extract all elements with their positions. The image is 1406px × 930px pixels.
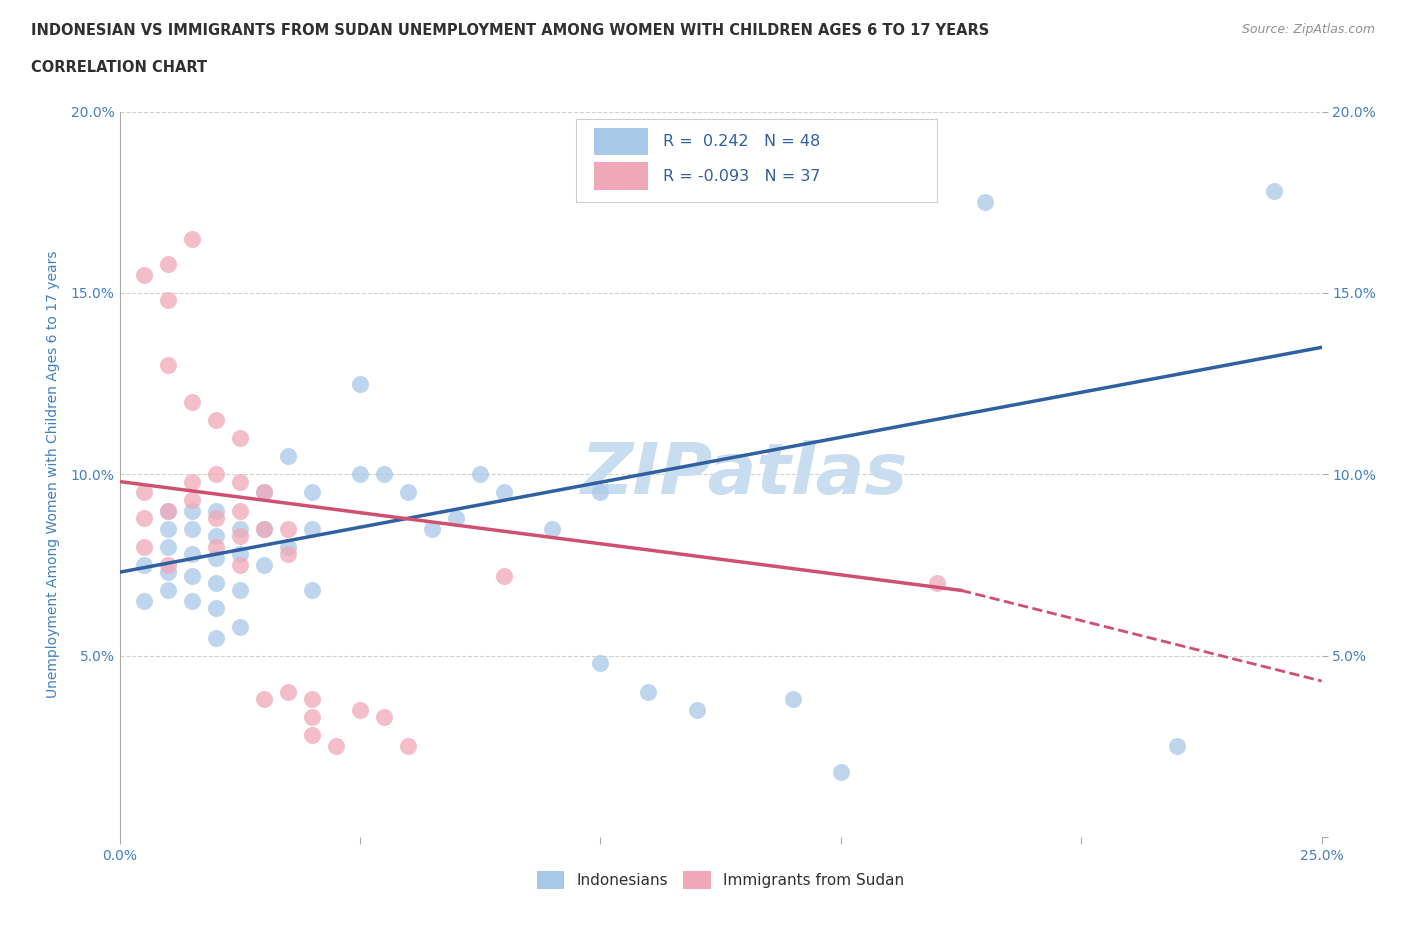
Point — [444, 511, 467, 525]
Point — [204, 631, 226, 645]
Point — [277, 449, 299, 464]
Point — [277, 539, 299, 554]
Point — [253, 521, 276, 536]
Point — [1166, 738, 1188, 753]
Text: R = -0.093   N = 37: R = -0.093 N = 37 — [662, 168, 820, 183]
Point — [204, 511, 226, 525]
Point — [301, 583, 323, 598]
Point — [253, 485, 276, 500]
Point — [301, 728, 323, 743]
Point — [132, 268, 155, 283]
Point — [204, 601, 226, 616]
Point — [204, 467, 226, 482]
Point — [301, 521, 323, 536]
Text: INDONESIAN VS IMMIGRANTS FROM SUDAN UNEMPLOYMENT AMONG WOMEN WITH CHILDREN AGES : INDONESIAN VS IMMIGRANTS FROM SUDAN UNEM… — [31, 23, 990, 38]
Point — [180, 547, 202, 562]
Text: Source: ZipAtlas.com: Source: ZipAtlas.com — [1241, 23, 1375, 36]
Point — [228, 474, 252, 489]
Point — [589, 656, 612, 671]
Point — [204, 539, 226, 554]
Point — [277, 521, 299, 536]
Point — [180, 474, 202, 489]
Point — [253, 692, 276, 707]
Point — [349, 703, 371, 718]
Point — [132, 594, 155, 609]
Bar — [595, 163, 648, 190]
Point — [132, 539, 155, 554]
Point — [494, 485, 516, 500]
Point — [180, 594, 202, 609]
Point — [156, 521, 179, 536]
Point — [277, 547, 299, 562]
Point — [156, 558, 179, 573]
Point — [228, 503, 252, 518]
Point — [541, 521, 564, 536]
Point — [782, 692, 804, 707]
Point — [180, 568, 202, 583]
Point — [396, 485, 419, 500]
Point — [277, 684, 299, 699]
Point — [253, 521, 276, 536]
Point — [830, 764, 852, 779]
Point — [156, 503, 179, 518]
Bar — [595, 127, 648, 155]
Text: R =  0.242   N = 48: R = 0.242 N = 48 — [662, 134, 820, 149]
Point — [325, 738, 347, 753]
Point — [349, 377, 371, 392]
Point — [132, 558, 155, 573]
Text: CORRELATION CHART: CORRELATION CHART — [31, 60, 207, 75]
Point — [204, 528, 226, 543]
FancyBboxPatch shape — [576, 119, 936, 203]
Point — [420, 521, 443, 536]
Point — [180, 394, 202, 409]
Point — [228, 431, 252, 445]
Point — [204, 503, 226, 518]
Point — [301, 485, 323, 500]
Point — [925, 576, 948, 591]
Point — [1263, 184, 1285, 199]
Point — [301, 710, 323, 724]
Legend: Indonesians, Immigrants from Sudan: Indonesians, Immigrants from Sudan — [530, 865, 911, 895]
Point — [253, 558, 276, 573]
Point — [156, 539, 179, 554]
Point — [156, 583, 179, 598]
Point — [637, 684, 659, 699]
Point — [228, 547, 252, 562]
Point — [349, 467, 371, 482]
Point — [204, 576, 226, 591]
Point — [373, 467, 395, 482]
Y-axis label: Unemployment Among Women with Children Ages 6 to 17 years: Unemployment Among Women with Children A… — [45, 250, 59, 698]
Point — [204, 551, 226, 565]
Point — [132, 485, 155, 500]
Point — [974, 195, 997, 210]
Text: ZIPatlas: ZIPatlas — [581, 440, 908, 509]
Point — [228, 521, 252, 536]
Point — [228, 558, 252, 573]
Point — [373, 710, 395, 724]
Point — [156, 293, 179, 308]
Point — [253, 485, 276, 500]
Point — [180, 521, 202, 536]
Point — [396, 738, 419, 753]
Point — [180, 492, 202, 507]
Point — [156, 565, 179, 579]
Point — [589, 485, 612, 500]
Point — [228, 583, 252, 598]
Point — [685, 703, 707, 718]
Point — [132, 511, 155, 525]
Point — [228, 528, 252, 543]
Point — [468, 467, 492, 482]
Point — [156, 257, 179, 272]
Point — [228, 619, 252, 634]
Point — [204, 413, 226, 428]
Point — [180, 232, 202, 246]
Point — [180, 503, 202, 518]
Point — [301, 692, 323, 707]
Point — [494, 568, 516, 583]
Point — [156, 503, 179, 518]
Point — [156, 358, 179, 373]
